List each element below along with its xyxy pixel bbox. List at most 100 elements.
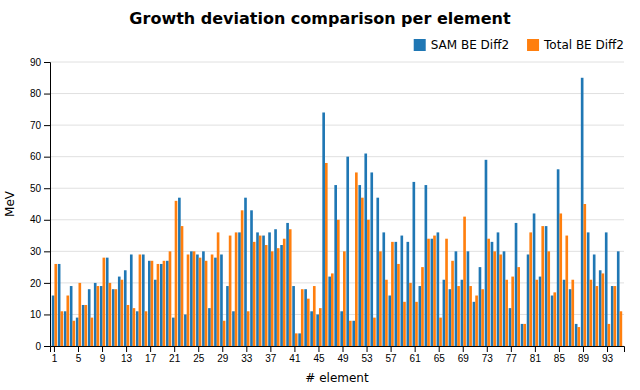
x-tick-label: 57	[386, 353, 398, 364]
bar	[503, 251, 506, 346]
bar	[97, 286, 100, 346]
bar	[178, 198, 181, 346]
bar	[331, 273, 334, 346]
x-tick-label: 21	[169, 353, 181, 364]
bar	[433, 236, 436, 346]
x-tick-mark	[607, 346, 608, 352]
bar	[361, 198, 364, 346]
x-tick-label: 9	[100, 353, 106, 364]
bar	[100, 286, 103, 346]
x-tick-label: 41	[289, 353, 301, 364]
bar	[66, 296, 69, 346]
x-tick-mark	[270, 346, 271, 352]
x-tick-mark	[78, 346, 79, 352]
bar	[352, 321, 355, 346]
bar	[527, 254, 530, 346]
legend: SAM BE Diff2Total BE Diff2	[414, 38, 624, 52]
x-tick: 17	[145, 346, 157, 364]
y-axis: 0102030405060708090	[30, 57, 51, 352]
x-tick-label: 5	[76, 353, 82, 364]
bar	[379, 251, 382, 346]
bar	[319, 308, 322, 346]
bar	[533, 213, 536, 346]
x-tick-label: 37	[265, 353, 277, 364]
x-tick-label: 89	[578, 353, 590, 364]
plot: 1591317212529333741454953576165697377818…	[30, 57, 625, 364]
bar	[431, 239, 434, 346]
bar	[253, 242, 256, 346]
x-tick: 25	[193, 346, 205, 364]
bar	[388, 296, 391, 346]
x-tick: 13	[121, 346, 133, 364]
bar	[475, 296, 478, 346]
x-tick-mark	[318, 346, 319, 352]
bar	[52, 296, 55, 346]
y-tick-mark	[44, 125, 50, 126]
bar	[391, 242, 394, 346]
bar	[553, 292, 556, 346]
y-tick-label: 30	[30, 246, 42, 257]
bar	[608, 324, 611, 346]
y-tick-mark	[44, 283, 50, 284]
bar	[349, 321, 352, 346]
bar	[376, 198, 379, 346]
bar	[511, 277, 514, 346]
x-tick: 69	[458, 346, 470, 364]
x-tick: 53	[361, 346, 373, 364]
bar	[617, 251, 620, 346]
bar	[565, 236, 568, 346]
bar	[346, 157, 349, 346]
bar	[124, 270, 127, 346]
bar-series	[54, 163, 622, 346]
y-axis-title: MeV	[3, 190, 17, 217]
y-tick: 10	[30, 309, 50, 320]
y-tick: 80	[30, 88, 50, 99]
bar	[559, 213, 562, 346]
x-tick-label: 69	[458, 353, 470, 364]
bar	[187, 254, 190, 346]
bar	[88, 289, 91, 346]
bar	[521, 324, 524, 346]
bar	[175, 201, 178, 346]
x-tick-label: 45	[313, 353, 325, 364]
bar	[545, 226, 548, 346]
y-tick-mark	[44, 220, 50, 221]
bar	[262, 236, 265, 346]
x-tick-label: 77	[506, 353, 518, 364]
legend-item: Total BE Diff2	[527, 38, 624, 52]
x-tick-mark	[391, 346, 392, 352]
x-tick-label: 53	[361, 353, 373, 364]
bar	[118, 277, 121, 346]
bar	[596, 286, 599, 346]
bar	[505, 280, 508, 346]
bar	[94, 283, 97, 346]
bar	[133, 308, 136, 346]
x-tick: 45	[313, 346, 325, 364]
bar	[569, 289, 572, 346]
x-tick: 81	[530, 346, 542, 364]
legend-label: Total BE Diff2	[543, 38, 624, 52]
y-tick: 70	[30, 120, 50, 131]
bar	[166, 261, 169, 346]
grid	[50, 62, 624, 346]
x-tick: 93	[602, 346, 614, 364]
x-tick-label: 93	[602, 353, 614, 364]
x-tick: 77	[506, 346, 518, 364]
bar	[403, 302, 406, 346]
x-tick-label: 17	[145, 353, 157, 364]
bar	[328, 277, 331, 346]
x-tick-mark	[102, 346, 103, 352]
y-tick: 60	[30, 151, 50, 162]
chart: 1591317212529333741454953576165697377818…	[0, 0, 640, 390]
bar	[322, 112, 325, 346]
x-axis-title: # element	[305, 371, 369, 385]
y-tick-label: 20	[30, 278, 42, 289]
x-tick-mark	[511, 346, 512, 352]
bar	[271, 251, 274, 346]
bar	[589, 280, 592, 346]
bar	[541, 226, 544, 346]
y-tick-mark	[44, 251, 50, 252]
x-tick-mark	[150, 346, 151, 352]
bar	[373, 318, 376, 346]
bar	[193, 251, 196, 346]
